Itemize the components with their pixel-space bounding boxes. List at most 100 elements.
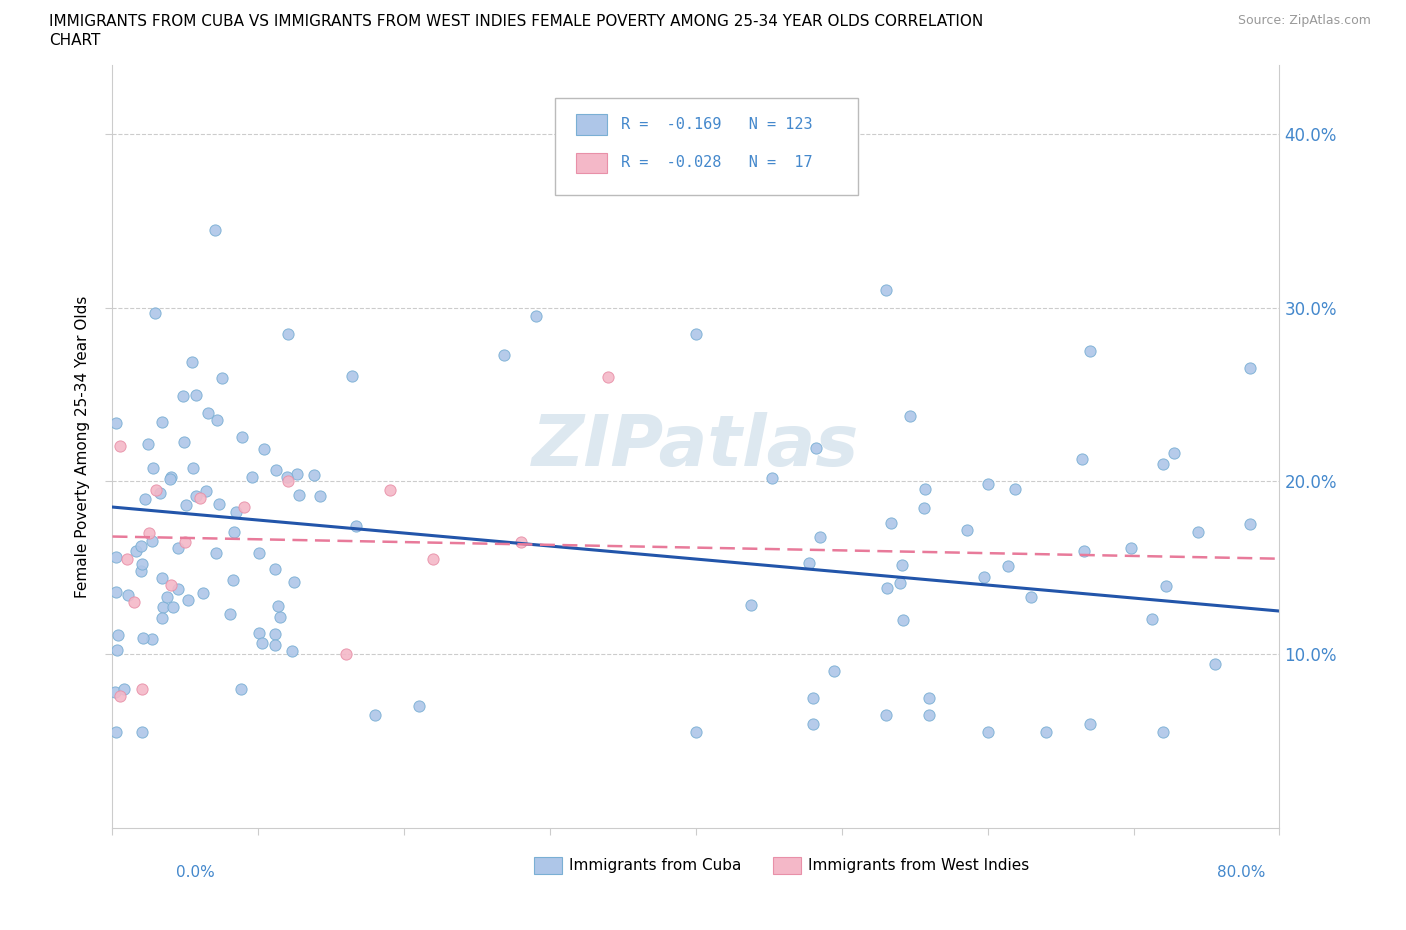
Point <box>1071 451 1094 466</box>
Point <box>208 497 231 512</box>
Point <box>893 612 915 627</box>
Point <box>143 305 166 320</box>
Point <box>422 551 444 566</box>
Point <box>1152 725 1174 740</box>
Point <box>253 442 276 457</box>
Point <box>149 485 172 500</box>
Point <box>108 439 131 454</box>
Point <box>159 472 181 486</box>
Point <box>740 598 762 613</box>
Text: CHART: CHART <box>49 33 101 47</box>
Point <box>184 488 207 503</box>
Point <box>269 609 291 624</box>
Point <box>976 476 998 491</box>
Point <box>876 581 898 596</box>
Point <box>240 470 263 485</box>
Point <box>105 584 128 599</box>
Point <box>918 708 941 723</box>
Point <box>159 470 181 485</box>
Point <box>229 682 252 697</box>
Text: IMMIGRANTS FROM CUBA VS IMMIGRANTS FROM WEST INDIES FEMALE POVERTY AMONG 25-34 Y: IMMIGRANTS FROM CUBA VS IMMIGRANTS FROM … <box>49 14 983 29</box>
Point <box>914 481 936 496</box>
Text: ZIPatlas: ZIPatlas <box>533 412 859 481</box>
Point <box>898 408 921 423</box>
Point <box>302 468 325 483</box>
Point <box>880 516 903 531</box>
Point <box>205 546 228 561</box>
Point <box>364 708 387 723</box>
Point <box>166 581 188 596</box>
Point <box>167 541 190 556</box>
Point <box>112 682 135 697</box>
Point <box>889 576 911 591</box>
Point <box>207 413 229 428</box>
Point <box>141 631 163 646</box>
Point <box>197 405 219 420</box>
Point <box>231 430 253 445</box>
Point <box>918 690 941 705</box>
Point <box>105 415 128 430</box>
Point <box>211 370 233 385</box>
Point <box>264 462 287 477</box>
Y-axis label: Female Poverty Among 25-34 Year Olds: Female Poverty Among 25-34 Year Olds <box>75 295 90 598</box>
Point <box>685 326 707 341</box>
Point <box>181 354 204 369</box>
Point <box>875 283 897 298</box>
Point <box>105 549 128 564</box>
Point <box>142 461 165 476</box>
Point <box>136 436 159 451</box>
Point <box>340 369 363 384</box>
Point <box>131 682 153 697</box>
Point <box>174 534 197 549</box>
Point <box>252 636 274 651</box>
Point <box>172 388 194 403</box>
Point <box>1119 540 1142 555</box>
Point <box>804 441 827 456</box>
Text: Source: ZipAtlas.com: Source: ZipAtlas.com <box>1237 14 1371 27</box>
Point <box>1204 657 1226 671</box>
Point <box>309 488 332 503</box>
Point <box>1078 716 1101 731</box>
Point <box>156 590 179 604</box>
Point <box>181 461 204 476</box>
Text: R =  -0.028   N =  17: R = -0.028 N = 17 <box>621 155 813 170</box>
Point <box>276 470 298 485</box>
Point <box>1078 343 1101 358</box>
Point <box>797 555 820 570</box>
Point <box>105 643 128 658</box>
Point <box>104 684 127 699</box>
Point <box>801 716 824 731</box>
Point <box>1239 361 1261 376</box>
Point <box>177 592 200 607</box>
Point <box>264 562 287 577</box>
Point <box>224 525 246 539</box>
Point <box>247 626 270 641</box>
Point <box>378 483 401 498</box>
Point <box>129 564 152 578</box>
Point <box>685 725 707 740</box>
Point <box>174 498 197 512</box>
Point <box>283 575 305 590</box>
Point <box>117 587 139 602</box>
Point <box>124 595 146 610</box>
Point <box>194 484 217 498</box>
Point <box>891 557 914 572</box>
Point <box>1073 543 1095 558</box>
Point <box>162 600 184 615</box>
Point <box>266 598 288 613</box>
Point <box>912 500 935 515</box>
Point <box>160 578 183 592</box>
Point <box>1239 517 1261 532</box>
Point <box>204 222 226 237</box>
Point <box>280 644 302 658</box>
Point <box>263 638 285 653</box>
Point <box>823 663 845 678</box>
Point <box>264 627 287 642</box>
Point <box>219 606 242 621</box>
Point <box>131 556 153 571</box>
Point <box>131 725 153 740</box>
Point <box>801 690 824 705</box>
Text: R =  -0.169   N = 123: R = -0.169 N = 123 <box>621 117 813 132</box>
Point <box>125 544 148 559</box>
Point <box>138 525 160 540</box>
